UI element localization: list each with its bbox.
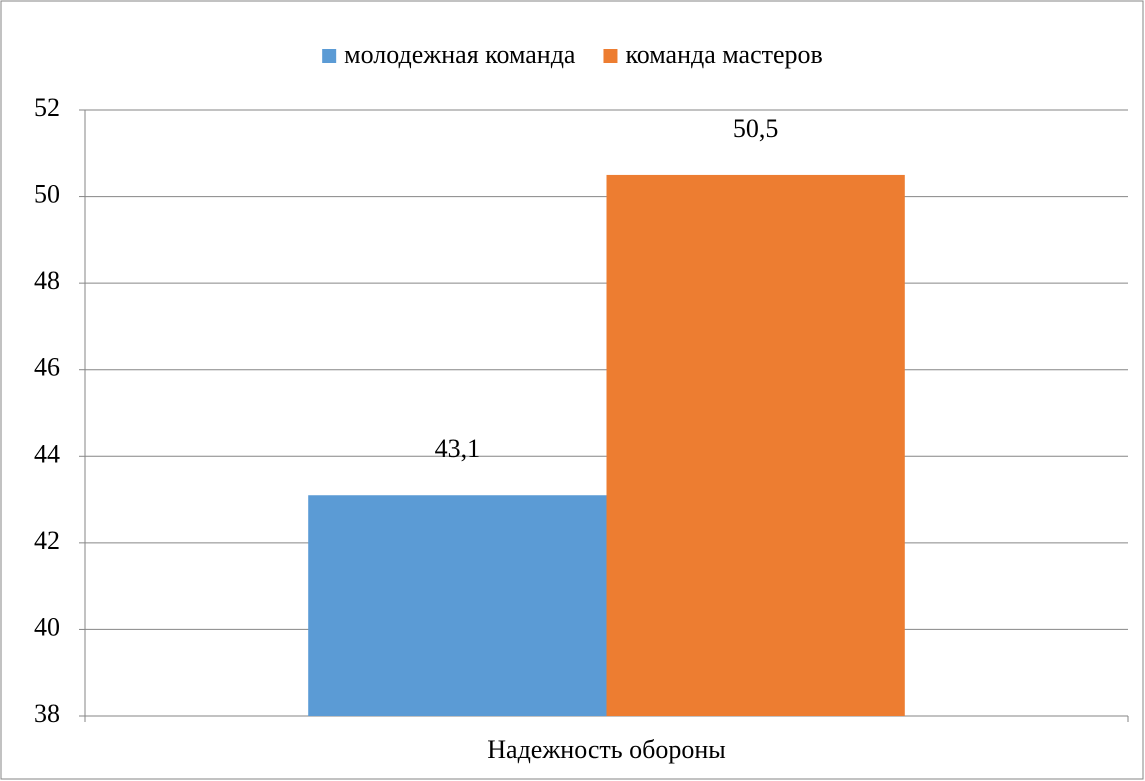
bar — [606, 174, 905, 716]
data-label: 43,1 — [435, 434, 481, 463]
y-tick-label: 44 — [34, 439, 60, 468]
y-tick-label: 42 — [34, 526, 60, 555]
y-tick-label: 40 — [34, 612, 60, 641]
y-tick-label: 46 — [34, 353, 60, 382]
y-tick-label: 48 — [34, 266, 60, 295]
legend-label: молодежная команда — [344, 40, 576, 69]
y-tick-label: 38 — [34, 699, 60, 728]
y-tick-label: 50 — [34, 180, 60, 209]
legend-swatch — [603, 49, 618, 63]
legend-label: команда мастеров — [625, 40, 822, 69]
legend-swatch — [322, 49, 337, 63]
y-tick-label: 52 — [34, 93, 60, 122]
bar — [308, 495, 607, 716]
data-label: 50,5 — [733, 114, 779, 143]
x-tick-label: Надежность обороны — [487, 735, 725, 764]
